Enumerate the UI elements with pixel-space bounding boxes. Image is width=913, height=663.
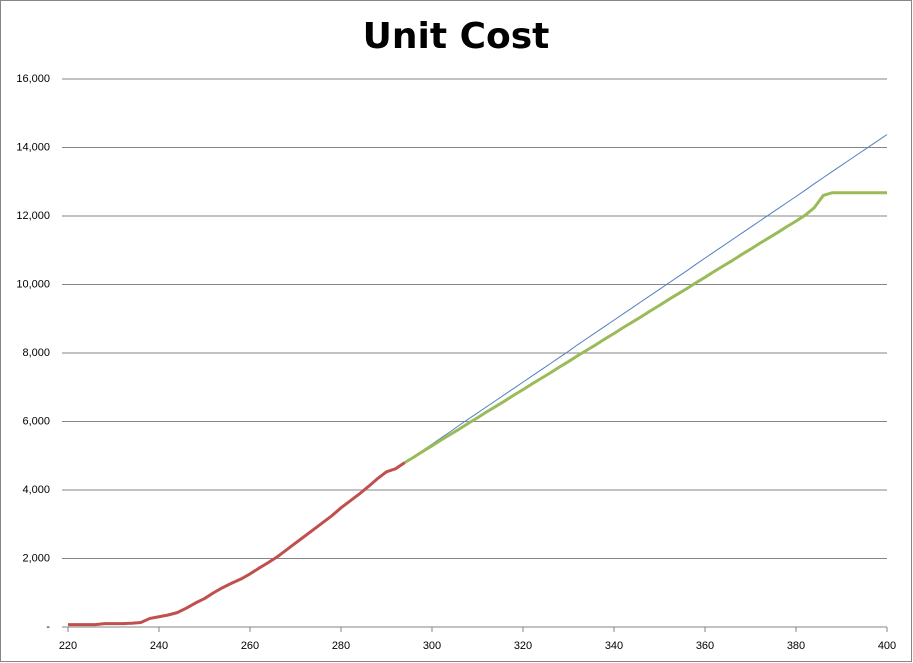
chart-title: Unit Cost — [363, 16, 550, 57]
y-tick-label: 6,000 — [22, 415, 50, 427]
y-tick-label: 12,000 — [16, 210, 50, 222]
x-tick-label: 340 — [605, 640, 623, 652]
y-tick-label: 10,000 — [16, 278, 50, 290]
x-tick-label: 240 — [150, 640, 168, 652]
x-tick-label: 300 — [423, 640, 441, 652]
x-tick-label: 400 — [878, 640, 896, 652]
x-tick-label: 360 — [696, 640, 714, 652]
series-line — [68, 461, 406, 627]
x-tick-label: 320 — [514, 640, 532, 652]
x-tick-label: 280 — [332, 640, 350, 652]
series-line — [403, 191, 887, 464]
y-tick-label: 2,000 — [22, 552, 50, 564]
series-line — [404, 134, 888, 464]
y-tick-label: 14,000 — [16, 141, 50, 153]
x-tick-label: 380 — [787, 640, 805, 652]
y-tick-label: 16,000 — [16, 73, 50, 85]
x-tick-label: 260 — [241, 640, 259, 652]
y-tick-label: 4,000 — [22, 484, 50, 496]
y-tick-label: - — [46, 621, 50, 633]
x-tick-label: 220 — [59, 640, 77, 652]
y-tick-label: 8,000 — [22, 347, 50, 359]
